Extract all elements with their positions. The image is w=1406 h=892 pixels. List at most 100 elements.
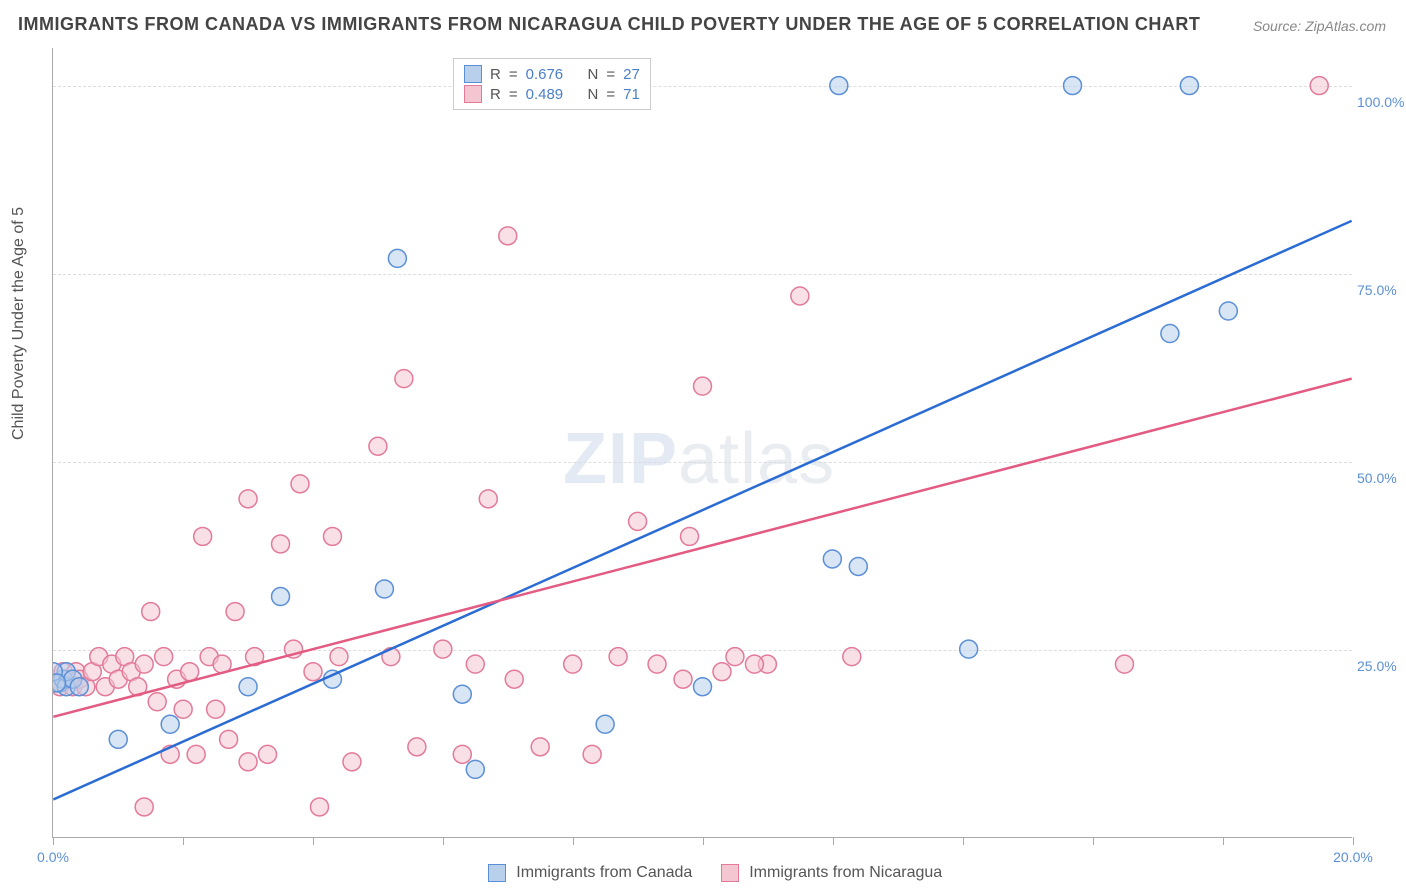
scatter-point [148,693,166,711]
scatter-point [259,745,277,763]
legend-label-canada: Immigrants from Canada [516,864,692,881]
legend-row-nicaragua: R = 0.489 N = 71 [464,85,640,103]
scatter-point [239,678,257,696]
scatter-point [272,535,290,553]
chart-plot-area: ZIPatlas 25.0%50.0%75.0%100.0% 0.0%20.0%… [52,48,1352,838]
scatter-point [726,648,744,666]
swatch-nicaragua-bottom [721,864,739,882]
scatter-point [291,475,309,493]
scatter-point [369,437,387,455]
scatter-point [1064,77,1082,95]
scatter-point [531,738,549,756]
r-value-nicaragua: 0.489 [526,86,564,103]
legend-label-nicaragua: Immigrants from Nicaragua [749,864,942,881]
scatter-point [694,678,712,696]
r-value-canada: 0.676 [526,66,564,83]
r-label: R [490,66,501,83]
scatter-point [323,527,341,545]
scatter-point [499,227,517,245]
source-attribution: Source: ZipAtlas.com [1253,18,1386,34]
scatter-point [681,527,699,545]
scatter-point [745,655,763,673]
x-tick-label: 0.0% [37,849,69,865]
swatch-canada-bottom [488,864,506,882]
swatch-canada [464,65,482,83]
scatter-point [109,730,127,748]
x-tick [833,837,834,845]
x-tick [573,837,574,845]
x-tick [703,837,704,845]
scatter-point [194,527,212,545]
r-label: R [490,86,501,103]
trend-line [53,221,1351,800]
scatter-point [648,655,666,673]
scatter-point [960,640,978,658]
scatter-point [174,700,192,718]
scatter-point [1310,77,1328,95]
scatter-point [239,753,257,771]
scatter-point [466,760,484,778]
n-label: N [588,66,599,83]
scatter-point [70,678,88,696]
scatter-point [713,663,731,681]
x-tick [963,837,964,845]
scatter-point [505,670,523,688]
y-tick-label: 100.0% [1357,94,1406,110]
scatter-point [207,700,225,718]
n-value-nicaragua: 71 [623,86,640,103]
scatter-point [434,640,452,658]
swatch-nicaragua [464,85,482,103]
scatter-point [453,685,471,703]
scatter-point [330,648,348,666]
scatter-point [830,77,848,95]
scatter-point [135,655,153,673]
x-tick [313,837,314,845]
scatter-point [791,287,809,305]
legend-correlation-box: R = 0.676 N = 27 R = 0.489 N = 71 [453,58,651,110]
scatter-point [272,588,290,606]
scatter-point [1219,302,1237,320]
x-tick [1093,837,1094,845]
scatter-point [583,745,601,763]
scatter-point [155,648,173,666]
eq: = [509,86,518,103]
scatter-point [239,490,257,508]
chart-title: IMMIGRANTS FROM CANADA VS IMMIGRANTS FRO… [18,14,1200,35]
n-value-canada: 27 [623,66,640,83]
scatter-svg [53,48,1352,837]
scatter-point [466,655,484,673]
scatter-point [310,798,328,816]
scatter-point [388,249,406,267]
scatter-point [395,370,413,388]
scatter-point [220,730,238,748]
scatter-point [479,490,497,508]
scatter-point [609,648,627,666]
scatter-point [382,648,400,666]
source-name: ZipAtlas.com [1305,18,1386,34]
scatter-point [694,377,712,395]
x-tick [1223,837,1224,845]
scatter-point [187,745,205,763]
y-axis-label: Child Poverty Under the Age of 5 [10,207,28,440]
scatter-point [181,663,199,681]
n-label: N [588,86,599,103]
scatter-point [1115,655,1133,673]
scatter-point [142,603,160,621]
eq: = [606,86,615,103]
scatter-point [823,550,841,568]
y-tick-label: 25.0% [1357,658,1406,674]
x-tick [53,837,54,845]
scatter-point [596,715,614,733]
scatter-point [564,655,582,673]
x-tick-label: 20.0% [1333,849,1373,865]
scatter-point [674,670,692,688]
eq: = [606,66,615,83]
scatter-point [135,798,153,816]
x-tick [183,837,184,845]
y-tick-label: 50.0% [1357,470,1406,486]
x-tick [1353,837,1354,845]
scatter-point [161,715,179,733]
scatter-point [1161,325,1179,343]
legend-row-canada: R = 0.676 N = 27 [464,65,640,83]
scatter-point [226,603,244,621]
